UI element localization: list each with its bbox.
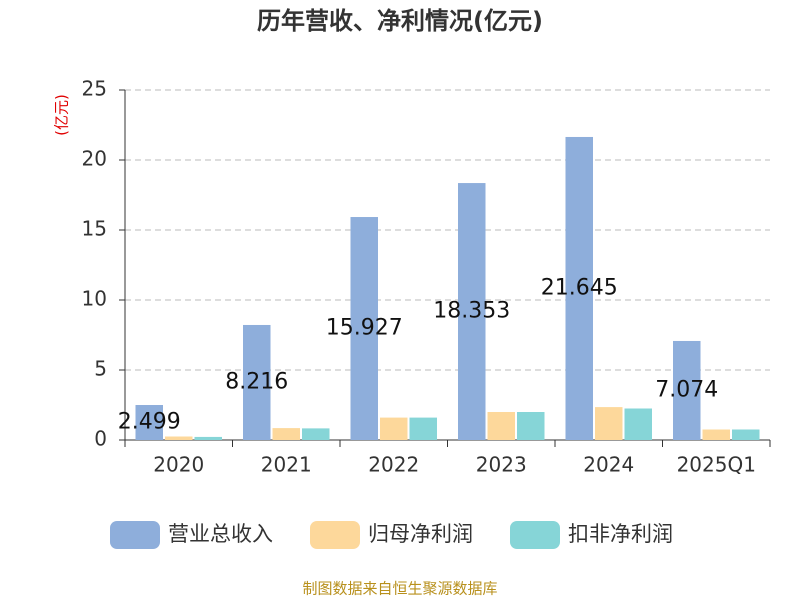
bar — [732, 429, 760, 440]
bar — [272, 428, 300, 440]
y-tick-label: 25 — [82, 77, 107, 101]
chart-title: 历年营收、净利情况(亿元) — [257, 7, 543, 35]
data-label: 7.074 — [655, 377, 718, 402]
bar — [243, 324, 271, 440]
x-tick-label: 2022 — [368, 453, 419, 477]
y-axis-label: (亿元) — [53, 94, 71, 136]
legend-swatch — [110, 521, 160, 549]
bar — [194, 436, 222, 440]
legend-label: 扣非净利润 — [568, 522, 673, 546]
legend-swatch — [510, 521, 560, 549]
source-note: 制图数据来自恒生聚源数据库 — [302, 580, 497, 598]
bar — [380, 417, 408, 440]
y-tick-label: 20 — [82, 147, 107, 171]
bar — [565, 136, 593, 440]
bar — [458, 183, 486, 441]
data-label: 8.216 — [225, 369, 288, 394]
legend-swatch — [310, 521, 360, 549]
x-tick-label: 2021 — [261, 453, 312, 477]
y-tick-label: 15 — [82, 217, 107, 241]
y-tick-label: 10 — [82, 287, 107, 311]
x-tick-label: 2020 — [153, 453, 204, 477]
data-label: 21.645 — [541, 275, 618, 300]
bar — [302, 428, 330, 440]
bar — [350, 217, 378, 440]
data-label: 18.353 — [433, 299, 510, 324]
legend-label: 归母净利润 — [368, 522, 473, 546]
bar — [595, 407, 623, 440]
y-tick-label: 0 — [94, 427, 107, 451]
bar — [673, 340, 701, 440]
bar — [702, 429, 730, 440]
bar — [624, 408, 652, 440]
bar — [487, 412, 515, 440]
x-tick-label: 2025Q1 — [677, 453, 756, 477]
x-tick-label: 2024 — [583, 453, 634, 477]
bar — [165, 436, 193, 440]
bar — [517, 412, 545, 440]
legend-label: 营业总收入 — [168, 522, 273, 546]
y-tick-label: 5 — [94, 357, 107, 381]
data-label: 15.927 — [326, 316, 403, 341]
bar — [135, 405, 163, 440]
x-tick-label: 2023 — [476, 453, 527, 477]
bar — [409, 417, 437, 440]
data-label: 2.499 — [118, 410, 181, 435]
